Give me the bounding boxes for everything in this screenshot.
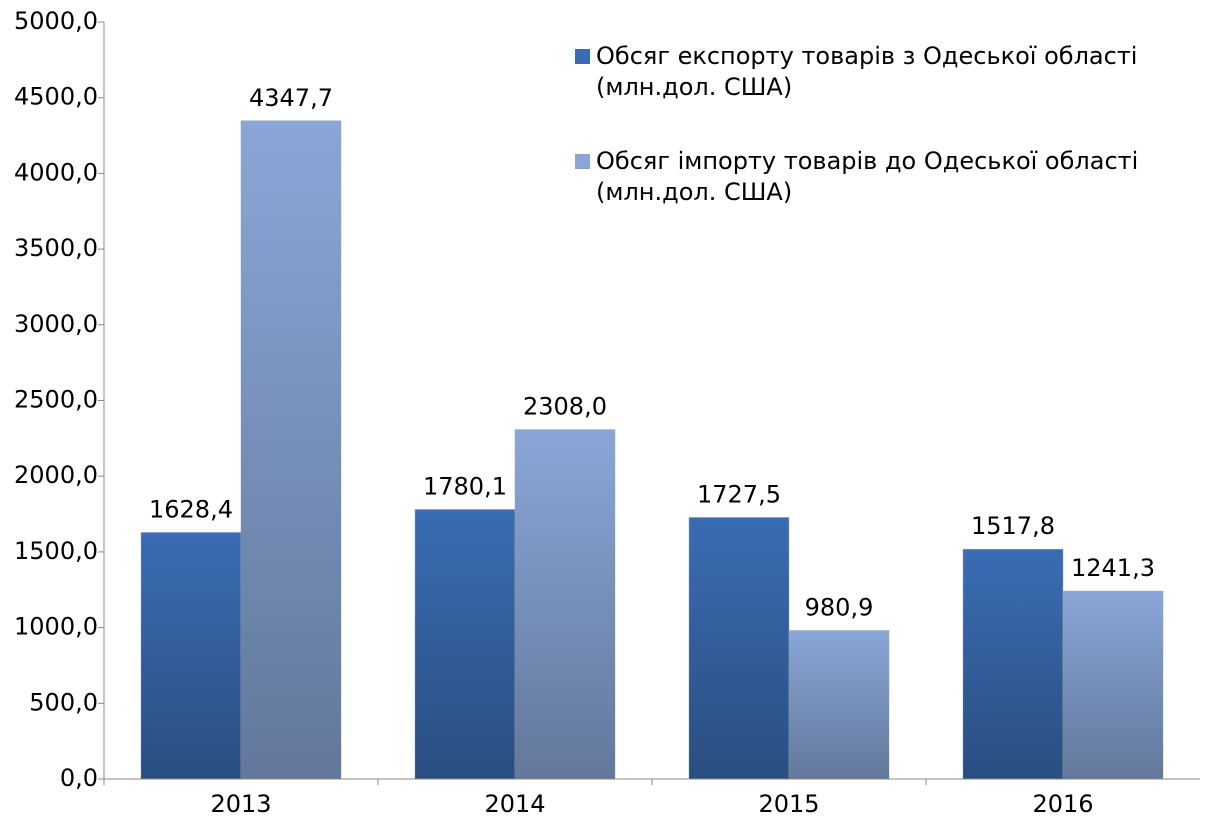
y-tick-label: 5000,0 [14, 7, 98, 35]
legend-entry: Обсяг імпорту товарів до Одеської област… [575, 146, 1200, 208]
data-label: 980,9 [805, 593, 874, 621]
y-tick-label: 3500,0 [14, 234, 98, 262]
bar-shade [241, 120, 341, 779]
x-tick-label: 2013 [210, 790, 271, 816]
data-label: 1241,3 [1071, 554, 1155, 582]
x-tick-label: 2015 [758, 790, 819, 816]
legend-swatch [575, 49, 590, 64]
y-tick-label: 1000,0 [14, 613, 98, 641]
x-tick-label: 2014 [484, 790, 545, 816]
y-tick-label: 2000,0 [14, 461, 98, 489]
y-tick-label: 2500,0 [14, 386, 98, 414]
data-label: 1780,1 [423, 472, 507, 500]
bar-shade [141, 532, 241, 779]
data-label: 1628,4 [149, 495, 233, 523]
data-label: 1727,5 [697, 480, 781, 508]
bar-shade [1063, 591, 1163, 779]
y-tick-label: 4000,0 [14, 158, 98, 186]
data-label: 2308,0 [523, 393, 607, 421]
bar-shade [515, 429, 615, 779]
y-tick-label: 0,0 [60, 764, 98, 792]
bar-shade [789, 630, 889, 779]
data-label: 4347,7 [249, 84, 333, 112]
legend-label: Обсяг експорту товарів з Одеської област… [596, 42, 1138, 101]
legend-swatch [575, 154, 590, 169]
y-tick-label: 1500,0 [14, 537, 98, 565]
data-label: 1517,8 [971, 512, 1055, 540]
y-tick-label: 500,0 [29, 688, 98, 716]
bar-shade [415, 509, 515, 779]
legend-entry: Обсяг експорту товарів з Одеської област… [575, 41, 1200, 103]
bar-shade [689, 517, 789, 779]
x-tick-label: 2016 [1032, 790, 1093, 816]
bar-shade [963, 549, 1063, 779]
y-tick-label: 3000,0 [14, 310, 98, 338]
legend-label: Обсяг імпорту товарів до Одеської област… [596, 147, 1139, 206]
y-tick-label: 4500,0 [14, 83, 98, 111]
